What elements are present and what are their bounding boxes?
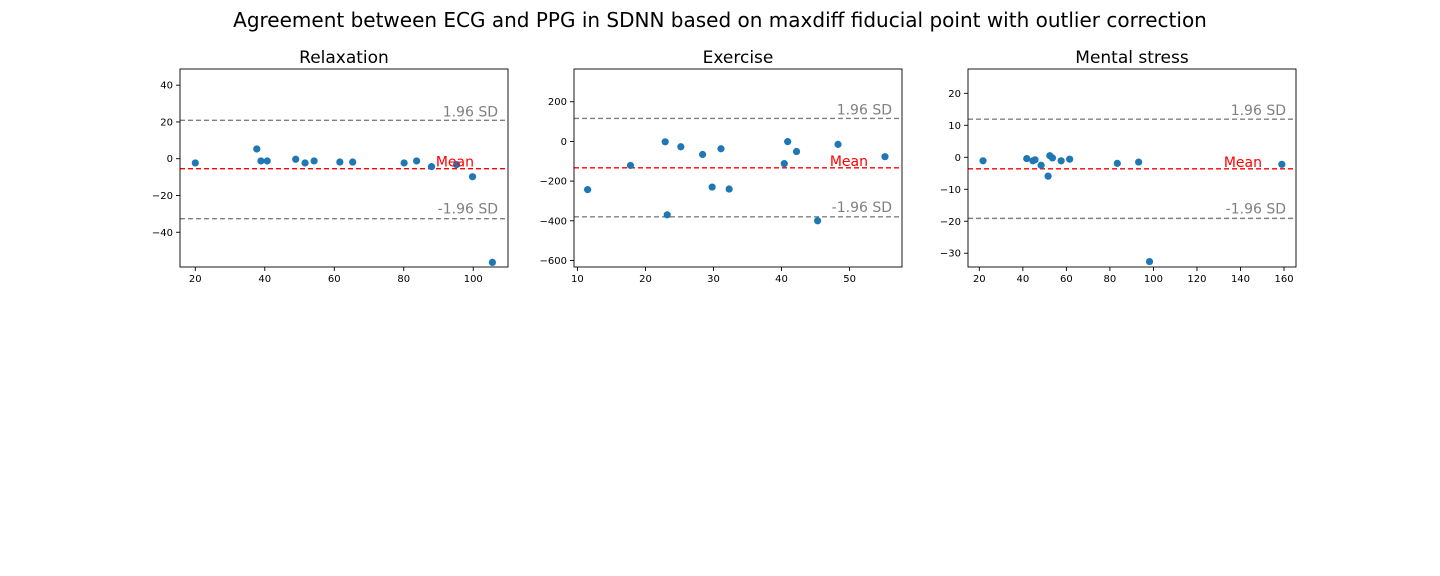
data-point — [1048, 154, 1057, 162]
y-tick-label: 20 — [160, 117, 173, 128]
data-point — [780, 160, 788, 168]
mean-label: Mean — [1224, 155, 1262, 171]
data-point — [1135, 158, 1143, 166]
data-point — [979, 157, 987, 165]
data-point — [427, 163, 436, 171]
y-tick-label: −10 — [940, 185, 961, 196]
y-tick-label: −30 — [940, 249, 961, 260]
data-point — [413, 157, 421, 165]
data-point — [310, 157, 318, 165]
x-tick-label: 40 — [775, 274, 788, 285]
y-tick-label: 40 — [160, 81, 173, 92]
data-point — [784, 138, 792, 146]
data-point — [452, 160, 461, 169]
data-point — [792, 147, 801, 156]
x-tick-label: 80 — [1104, 274, 1117, 285]
data-point — [400, 159, 408, 167]
data-point — [1145, 257, 1154, 266]
data-point — [699, 150, 707, 159]
y-tick-label: 20 — [948, 89, 961, 100]
x-tick-label: 20 — [639, 274, 652, 285]
data-point — [1066, 155, 1074, 163]
data-point — [725, 185, 733, 193]
x-tick-label: 100 — [464, 274, 483, 285]
y-tick-label: −600 — [540, 256, 567, 267]
x-tick-label: 20 — [189, 274, 202, 285]
data-point — [349, 158, 357, 166]
data-point — [881, 153, 889, 161]
figure-title: Agreement between ECG and PPG in SDNN ba… — [233, 8, 1207, 32]
data-point — [1037, 161, 1045, 169]
x-tick-label: 100 — [1144, 274, 1163, 285]
data-point — [663, 211, 671, 219]
panel-title: Mental stress — [1075, 48, 1189, 68]
plot-frame — [573, 68, 903, 268]
data-point — [191, 159, 199, 167]
data-point — [584, 186, 592, 194]
y-tick-label: −200 — [540, 177, 567, 188]
x-tick-label: 60 — [328, 274, 341, 285]
x-tick-label: 50 — [843, 274, 856, 285]
x-tick-label: 40 — [258, 274, 271, 285]
data-point — [1044, 172, 1052, 180]
data-point — [336, 158, 344, 166]
panel-exercise: Exercise 1.96 SD Mean -1.96 SD 10 20 30 40 50 −60… — [540, 48, 903, 285]
data-point — [708, 183, 716, 191]
data-point — [814, 217, 822, 225]
data-point — [834, 140, 842, 148]
upper-limit-label: 1.96 SD — [1231, 103, 1286, 119]
x-tick-label: 10 — [571, 274, 584, 285]
lower-limit-label: -1.96 SD — [832, 200, 892, 216]
data-point — [1023, 154, 1031, 163]
mean-label: Mean — [436, 155, 474, 171]
x-tick-label: 60 — [1060, 274, 1073, 285]
panel-relaxation: Relaxation 1.96 SD Mean -1.96 SD 20 40 60 80 100… — [152, 48, 509, 285]
data-point — [626, 161, 635, 170]
data-point — [468, 173, 477, 181]
plot-frame — [179, 68, 509, 268]
upper-limit-label: 1.96 SD — [837, 102, 892, 118]
data-point — [301, 159, 309, 167]
data-point — [263, 157, 271, 165]
y-tick-label: 0 — [167, 154, 173, 165]
plot-frame — [967, 68, 1297, 268]
data-point — [488, 258, 496, 267]
y-tick-label: −20 — [152, 191, 173, 202]
y-tick-label: 0 — [955, 153, 961, 164]
x-tick-label: 20 — [973, 274, 986, 285]
x-tick-label: 30 — [707, 274, 720, 285]
y-tick-label: 200 — [548, 97, 567, 108]
data-point — [677, 143, 685, 151]
mean-label: Mean — [830, 154, 868, 170]
panel-title: Relaxation — [299, 48, 389, 68]
lower-limit-label: -1.96 SD — [438, 202, 498, 218]
x-tick-label: 160 — [1274, 274, 1293, 285]
data-point — [292, 155, 300, 163]
x-tick-label: 80 — [397, 274, 410, 285]
data-point — [1278, 160, 1286, 168]
data-point — [1113, 159, 1121, 167]
y-tick-label: 0 — [561, 137, 567, 148]
x-tick-label: 120 — [1187, 274, 1206, 285]
y-tick-label: −400 — [540, 216, 567, 227]
data-point — [1031, 156, 1039, 164]
data-point — [661, 138, 669, 146]
x-tick-label: 140 — [1231, 274, 1250, 285]
data-point — [257, 157, 265, 165]
lower-limit-label: -1.96 SD — [1226, 201, 1286, 217]
y-tick-label: −20 — [940, 217, 961, 228]
y-tick-label: 10 — [948, 121, 961, 132]
panel-title: Exercise — [703, 48, 774, 68]
data-point — [717, 145, 725, 153]
panel-mental-stress: Mental stress 1.96 SD Mean -1.96 SD 20 40 60 80… — [940, 48, 1297, 285]
upper-limit-label: 1.96 SD — [443, 104, 498, 120]
x-tick-label: 40 — [1016, 274, 1029, 285]
y-tick-label: −40 — [152, 228, 173, 239]
data-point — [253, 145, 261, 153]
data-point — [1057, 157, 1065, 165]
